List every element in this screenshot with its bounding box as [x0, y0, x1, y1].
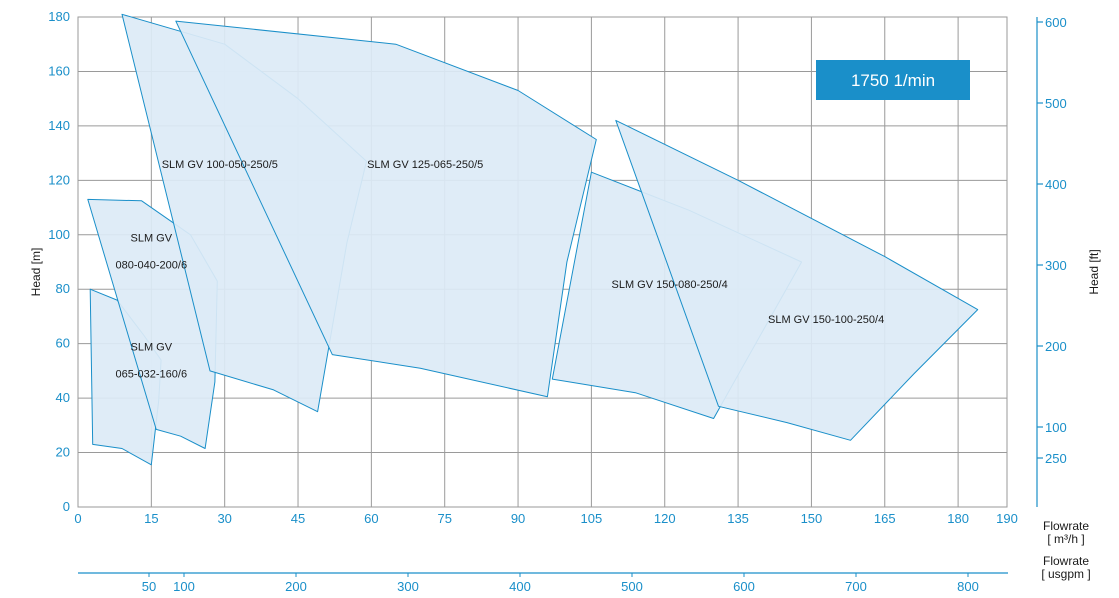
y-tick-label: 120	[48, 172, 70, 187]
region-label: SLM GV 150-080-250/4	[612, 279, 728, 291]
region-4	[175, 20, 597, 398]
y-tick-label: 160	[48, 63, 70, 78]
x2-tick-label: 50	[142, 579, 156, 594]
y-tick-label: 20	[56, 445, 70, 460]
x-tick-label: 60	[364, 511, 378, 526]
y-tick-label: 0	[63, 499, 70, 514]
region-label: 065-032-160/6	[116, 369, 188, 381]
x2-tick-label: 200	[285, 579, 307, 594]
x-tick-label: 120	[654, 511, 676, 526]
speed-badge: 1750 1/min	[816, 60, 970, 100]
x2-tick-label: 500	[621, 579, 643, 594]
region-label: SLM GV 100-050-250/5	[162, 159, 278, 171]
x-tick-label: 150	[801, 511, 823, 526]
x2-tick-label: 400	[509, 579, 531, 594]
x-tick-label: 45	[291, 511, 305, 526]
y-tick-label: 140	[48, 118, 70, 133]
x-tick-label: 15	[144, 511, 158, 526]
x2-tick-label: 800	[957, 579, 979, 594]
region-label: SLM GV	[131, 233, 173, 245]
pump-regions	[87, 13, 979, 466]
region-label: SLM GV	[131, 342, 173, 354]
x-axis-label-line1: Flowrate	[1043, 519, 1089, 533]
x2-tick-label: 700	[845, 579, 867, 594]
y-axis-label: Head [m]	[29, 248, 43, 297]
x-axis-label-line2: [ m³/h ]	[1047, 532, 1084, 546]
x2-tick-label: 600	[733, 579, 755, 594]
y2-tick-label: 250	[1045, 451, 1067, 466]
y2-tick-label: 300	[1045, 258, 1067, 273]
x-tick-label: 190	[996, 511, 1018, 526]
y-tick-label: 40	[56, 390, 70, 405]
x-tick-label: 105	[581, 511, 603, 526]
region-label: 080-040-200/6	[116, 260, 188, 272]
x2-axis-label-line1: Flowrate	[1043, 554, 1089, 568]
y2-tick-label: 500	[1045, 96, 1067, 111]
y-tick-label: 60	[56, 336, 70, 351]
x-tick-label: 180	[947, 511, 969, 526]
y-tick-label: 100	[48, 227, 70, 242]
x-tick-label: 135	[727, 511, 749, 526]
x2-axis-label-line2: [ usgpm ]	[1041, 567, 1090, 581]
y2-axis-label: Head [ft]	[1087, 249, 1101, 294]
x2-tick-label: 300	[397, 579, 419, 594]
speed-label: 1750 1/min	[851, 71, 935, 90]
y2-tick-label: 200	[1045, 339, 1067, 354]
region-label: SLM GV 150-100-250/4	[768, 314, 884, 326]
y2-tick-label: 400	[1045, 177, 1067, 192]
x-tick-label: 165	[874, 511, 896, 526]
y2-tick-label: 600	[1045, 15, 1067, 30]
axes: 0 20 40 60 80 100 120 140 160 180 0 15 30 45 60 75 90 105…	[48, 9, 1066, 594]
region-label: SLM GV 125-065-250/5	[367, 159, 483, 171]
x-tick-label: 75	[437, 511, 451, 526]
region-6	[615, 119, 979, 441]
y-tick-label: 180	[48, 9, 70, 24]
y-tick-label: 80	[56, 281, 70, 296]
x-tick-label: 30	[217, 511, 231, 526]
y2-tick-label: 100	[1045, 420, 1067, 435]
x-tick-label: 90	[511, 511, 525, 526]
region-labels: SLM GV 065-032-160/6 SLM GV 080-040-200/6 SL…	[116, 159, 885, 381]
x-tick-label: 0	[74, 511, 81, 526]
x2-tick-label: 100	[173, 579, 195, 594]
